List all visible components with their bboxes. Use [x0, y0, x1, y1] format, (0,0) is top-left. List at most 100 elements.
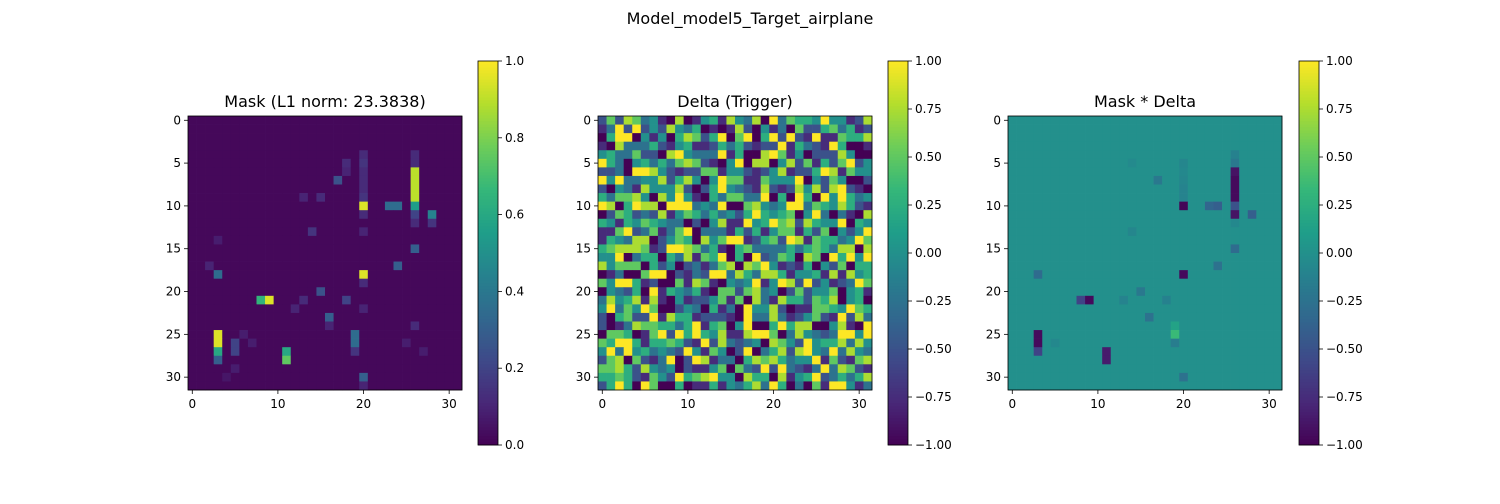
heatmap-cell	[675, 372, 684, 382]
heatmap-cell	[436, 295, 446, 305]
colorbar-segment	[1299, 292, 1319, 296]
heatmap-cell	[1127, 158, 1137, 168]
heatmap-cell	[1230, 244, 1240, 254]
heatmap-cell	[1213, 210, 1223, 220]
heatmap-cell	[820, 261, 830, 271]
heatmap-cell	[453, 167, 463, 177]
heatmap-cell	[623, 338, 633, 348]
heatmap-cell	[410, 167, 420, 177]
heatmap-cell	[325, 381, 334, 391]
heatmap-cell	[350, 287, 360, 297]
heatmap-cell	[1230, 355, 1240, 365]
heatmap-cell	[786, 227, 796, 237]
heatmap-cell	[812, 124, 821, 134]
heatmap-cell	[692, 338, 702, 348]
heatmap-cell	[863, 235, 873, 245]
heatmap-cell	[1170, 201, 1180, 211]
heatmap-cell	[820, 124, 830, 134]
heatmap-cell	[1076, 218, 1086, 228]
heatmap-cell	[1239, 184, 1249, 194]
heatmap-cell	[1127, 116, 1137, 125]
colorbar-segment	[478, 310, 498, 314]
heatmap-cell	[777, 116, 787, 125]
heatmap-cell	[367, 193, 377, 202]
heatmap-cell	[410, 347, 420, 357]
heatmap-cell	[777, 175, 787, 185]
heatmap-cell	[427, 364, 437, 374]
heatmap-cell	[692, 304, 702, 314]
heatmap-cell	[675, 210, 684, 220]
heatmap-cell	[1153, 381, 1163, 391]
heatmap-cell	[1067, 364, 1077, 374]
heatmap-cell	[598, 372, 607, 382]
heatmap-cell	[1170, 184, 1180, 194]
colorbar-segment	[1299, 385, 1319, 389]
heatmap-cell	[683, 193, 693, 202]
heatmap-cell	[359, 355, 369, 365]
heatmap-cell	[1102, 116, 1112, 125]
heatmap-cell	[777, 253, 787, 262]
heatmap-cell	[1016, 338, 1026, 348]
heatmap-cell	[1213, 167, 1223, 177]
heatmap-cell	[615, 244, 625, 254]
colorbar-segment	[478, 100, 498, 104]
heatmap-cell	[1273, 304, 1283, 314]
heatmap-cell	[230, 253, 240, 262]
heatmap-cell	[1145, 372, 1154, 382]
heatmap-cell	[376, 116, 386, 125]
heatmap-cell	[598, 321, 607, 331]
x-tick-label: 20	[1176, 397, 1191, 411]
heatmap-cell	[598, 330, 607, 339]
heatmap-cell	[444, 347, 454, 357]
heatmap-cell	[1042, 124, 1052, 134]
colorbar-segment	[478, 76, 498, 80]
heatmap-cell	[735, 338, 744, 348]
heatmap-cell	[1239, 330, 1249, 339]
heatmap-cell	[735, 184, 744, 194]
heatmap-cell	[623, 312, 633, 322]
heatmap-cell	[1204, 124, 1214, 134]
heatmap-cell	[700, 261, 710, 271]
heatmap-cell	[384, 295, 394, 305]
heatmap-cell	[1008, 330, 1017, 339]
heatmap-cell	[1059, 355, 1069, 365]
heatmap-cell	[760, 184, 770, 194]
heatmap-cell	[632, 167, 642, 177]
heatmap-cell	[657, 158, 667, 168]
colorbar-segment	[478, 424, 498, 428]
heatmap-cell	[777, 295, 787, 305]
heatmap-cell	[213, 227, 223, 237]
heatmap-cell	[632, 253, 642, 262]
heatmap-cell	[1016, 201, 1026, 211]
heatmap-cell	[1050, 235, 1060, 245]
colorbar-segment	[478, 214, 498, 218]
heatmap-cell	[1273, 347, 1283, 357]
colorbar-segment	[478, 88, 498, 92]
heatmap-cell	[812, 150, 821, 160]
colorbar-segment	[888, 421, 908, 425]
colorbar-segment	[478, 247, 498, 251]
heatmap-cell	[675, 124, 684, 134]
heatmap-cell	[316, 304, 326, 314]
heatmap-cell	[829, 167, 839, 177]
heatmap-cell	[1273, 184, 1283, 194]
heatmap-cell	[1059, 312, 1069, 322]
colorbar-segment	[888, 331, 908, 335]
heatmap-cell	[1170, 364, 1180, 374]
heatmap-cell	[213, 133, 223, 143]
heatmap-cell	[820, 141, 830, 151]
heatmap-cell	[393, 304, 403, 314]
heatmap-cell	[709, 244, 719, 254]
heatmap-cell	[829, 210, 839, 220]
heatmap-cell	[1076, 167, 1086, 177]
heatmap-cell	[419, 175, 429, 185]
colorbar-segment	[888, 136, 908, 140]
heatmap-cell	[1230, 124, 1240, 134]
heatmap-cell	[350, 295, 360, 305]
colorbar-segment	[478, 211, 498, 215]
x-tick-label: 20	[356, 397, 371, 411]
heatmap-cell	[598, 244, 607, 254]
heatmap-cell	[350, 158, 360, 168]
heatmap-cell	[1008, 381, 1017, 391]
heatmap-cell	[282, 278, 292, 288]
